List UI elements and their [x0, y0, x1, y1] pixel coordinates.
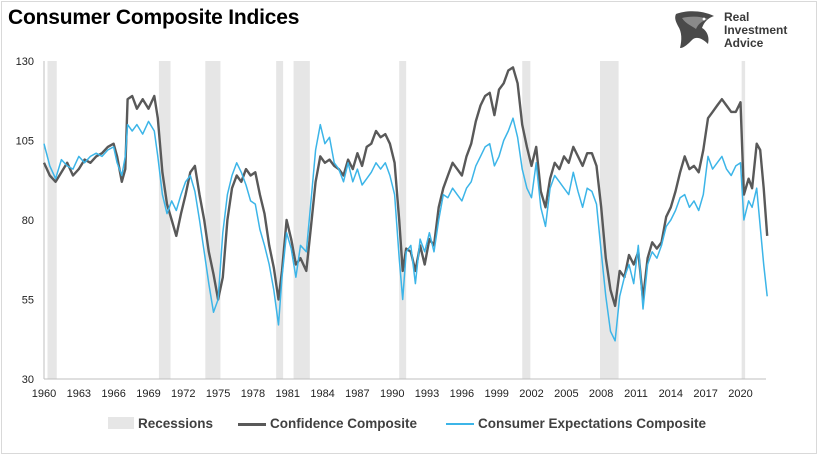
- x-tick-label-2005: 2005: [554, 388, 578, 400]
- legend-label-expectations: Consumer Expectations Composite: [478, 416, 707, 431]
- recession-band-6: [522, 61, 531, 379]
- x-tick-label-1972: 1972: [171, 388, 195, 400]
- y-tick-label-55: 55: [22, 295, 34, 307]
- x-tick-label-2017: 2017: [693, 388, 717, 400]
- x-tick-label-1978: 1978: [241, 388, 265, 400]
- x-tick-label-1993: 1993: [415, 388, 439, 400]
- recession-band-2: [205, 61, 221, 379]
- brand-logo: Real Investment Advice: [672, 8, 812, 56]
- chart-legend: Recessions Confidence Composite Consumer…: [0, 414, 820, 434]
- x-tick-label-2008: 2008: [589, 388, 613, 400]
- x-tick-label-2002: 2002: [519, 388, 543, 400]
- y-tick-label-105: 105: [16, 136, 34, 148]
- x-tick-label-1999: 1999: [484, 388, 508, 400]
- recession-band-4: [293, 61, 310, 379]
- chart-title: Consumer Composite Indices: [8, 6, 300, 29]
- x-tick-label-2014: 2014: [659, 388, 683, 400]
- recession-band-3: [276, 61, 284, 379]
- recession-band-0: [47, 61, 57, 379]
- legend-swatch-recessions: [108, 417, 134, 429]
- x-tick-label-1987: 1987: [345, 388, 369, 400]
- recession-band-5: [399, 61, 407, 379]
- x-tick-label-1996: 1996: [450, 388, 474, 400]
- legend-label-confidence: Confidence Composite: [270, 416, 418, 431]
- x-tick-label-2020: 2020: [728, 388, 752, 400]
- x-tick-label-1960: 1960: [32, 388, 56, 400]
- logo-line-1: Real: [724, 10, 750, 24]
- logo-line-2: Investment: [724, 23, 788, 37]
- legend-label-recessions: Recessions: [138, 416, 214, 431]
- x-tick-label-2011: 2011: [624, 388, 648, 400]
- legend-swatch-confidence: [238, 423, 266, 426]
- x-tick-label-1981: 1981: [276, 388, 300, 400]
- x-tick-label-1975: 1975: [206, 388, 230, 400]
- expectations-composite-line: [43, 117, 768, 342]
- x-tick-label-1969: 1969: [136, 388, 160, 400]
- eagle-logo-icon: [675, 11, 714, 48]
- x-tick-label-1963: 1963: [67, 388, 91, 400]
- y-tick-label-80: 80: [22, 215, 34, 227]
- logo-text: Real Investment Advice: [724, 11, 787, 50]
- recession-bands: [47, 61, 746, 379]
- logo-line-3: Advice: [724, 36, 764, 50]
- recession-band-1: [158, 61, 171, 379]
- y-tick-label-30: 30: [22, 374, 34, 386]
- series-lines: [42, 66, 769, 342]
- tick-labels: 30 55 80 105 130 1960 1963 1966 1969 1972 1975 1978…: [16, 56, 753, 400]
- y-tick-label-130: 130: [16, 56, 34, 68]
- x-tick-label-1966: 1966: [101, 388, 125, 400]
- x-tick-label-1990: 1990: [380, 388, 404, 400]
- legend-swatch-expectations: [446, 423, 474, 425]
- axes: [43, 61, 766, 380]
- x-tick-label-1984: 1984: [310, 388, 334, 400]
